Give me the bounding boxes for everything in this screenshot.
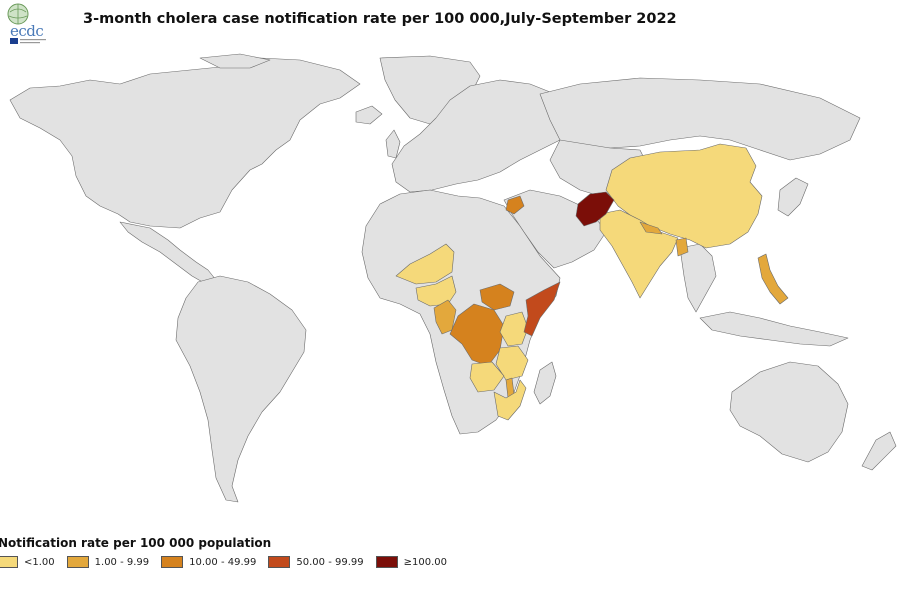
north-america	[9, 57, 361, 229]
country-mozambique	[493, 379, 527, 421]
country-zambia	[469, 361, 505, 393]
legend-label: <1.00	[24, 556, 55, 568]
legend-label: 1.00 - 9.99	[94, 556, 150, 568]
country-drc	[449, 303, 505, 367]
legend-label: ≥100.00	[403, 556, 447, 568]
country-tanzania	[495, 345, 529, 381]
uk	[385, 129, 401, 159]
southeast-asia	[679, 243, 717, 313]
legend-swatch	[0, 556, 18, 568]
legend-swatch	[66, 556, 89, 568]
legend-item: 10.00 - 49.99	[161, 556, 256, 568]
map-title: 3-month cholera case notification rate p…	[83, 11, 677, 27]
logo-text: ecdc	[10, 22, 44, 40]
legend-title: Notification rate per 100 000 population	[0, 536, 272, 550]
new-zealand	[861, 431, 897, 471]
legend-label: 10.00 - 49.99	[189, 556, 257, 568]
japan	[777, 177, 809, 217]
country-philippines	[757, 253, 789, 305]
legend-item: <1.00	[0, 556, 55, 568]
legend-item: 1.00 - 9.99	[66, 556, 150, 568]
country-bangladesh	[675, 237, 689, 257]
country-kenya	[499, 311, 529, 347]
country-somalia	[523, 281, 561, 337]
central-america	[119, 221, 217, 285]
legend-item: ≥100.00	[375, 556, 447, 568]
country-afghanistan	[575, 191, 615, 227]
legend: <1.00 1.00 - 9.99 10.00 - 49.99 50.00 - …	[0, 556, 459, 568]
indonesia	[699, 311, 849, 347]
world-map	[9, 53, 897, 503]
country-syria	[505, 195, 525, 215]
country-nepal	[639, 221, 663, 235]
ecdc-logo: ecdc	[2, 2, 52, 46]
country-nigeria	[415, 275, 457, 307]
australia	[729, 361, 849, 463]
legend-swatch	[375, 556, 398, 568]
south-america	[175, 275, 307, 503]
legend-item: 50.00 - 99.99	[268, 556, 364, 568]
arctic-islands	[199, 53, 271, 69]
iceland	[355, 105, 383, 125]
legend-swatch	[161, 556, 184, 568]
country-south-sudan	[479, 283, 515, 311]
legend-label: 50.00 - 99.99	[296, 556, 364, 568]
country-niger	[395, 243, 455, 285]
legend-swatch	[268, 556, 291, 568]
madagascar	[533, 361, 557, 405]
